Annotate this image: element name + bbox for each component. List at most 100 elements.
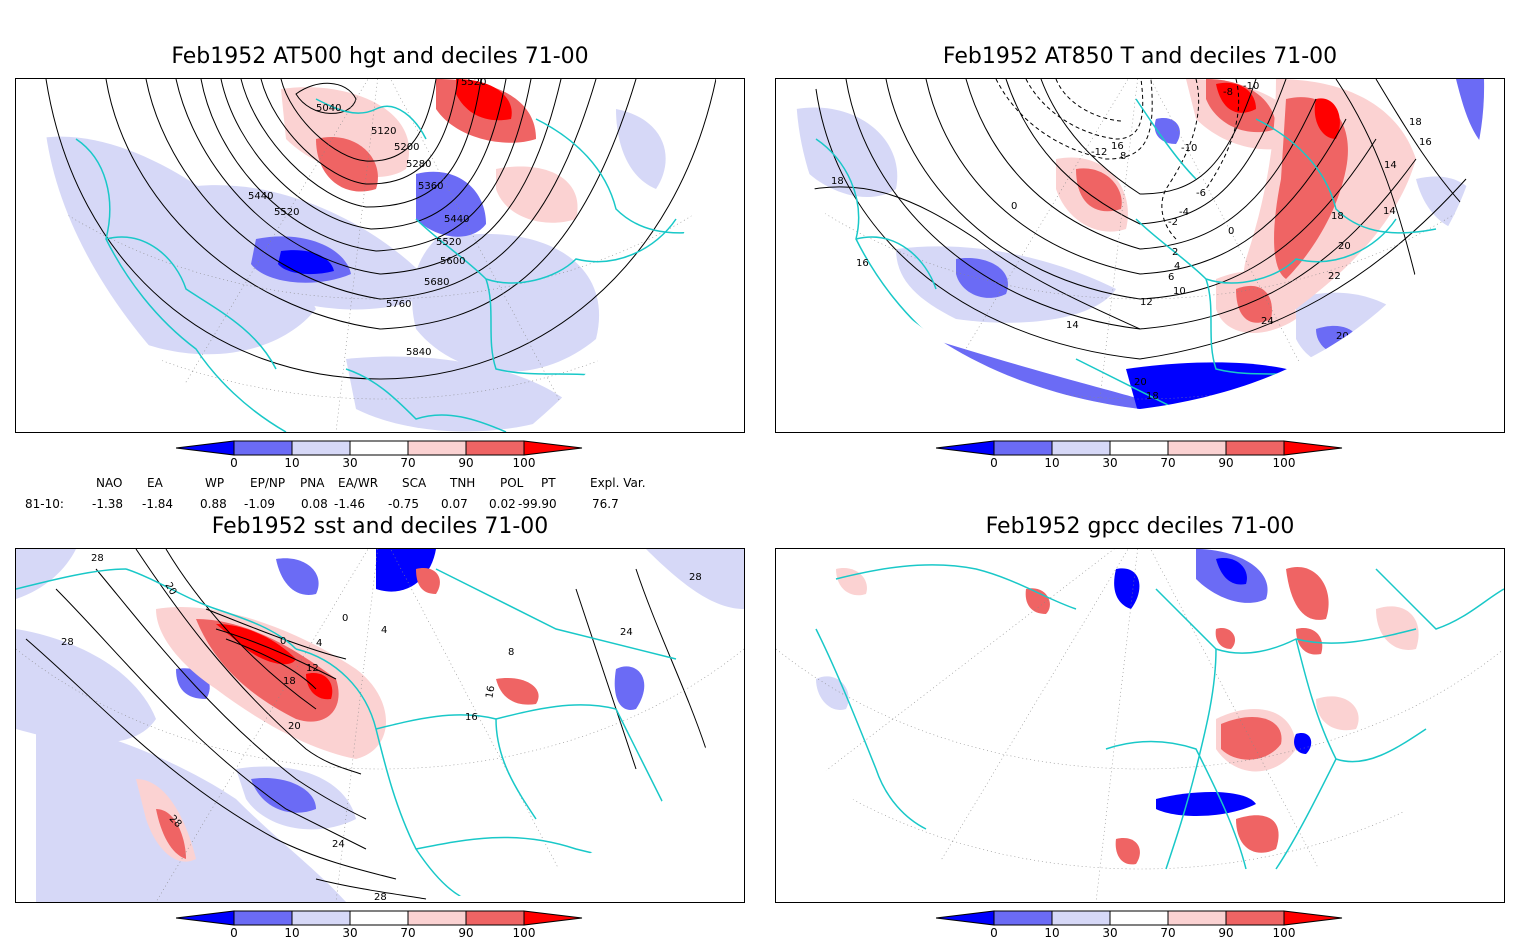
colorbar-swatch — [349, 910, 409, 926]
colorbar-tick-label: 30 — [1102, 926, 1117, 940]
colorbar: 0 10 30 70 90 100 — [935, 910, 1346, 940]
colorbar-swatch — [291, 440, 351, 456]
map-panel-sst: 28 20 28 0 4 0 4 12 18 20 16 16 24 28 24… — [15, 548, 745, 903]
contour-label-t850: -2 — [1168, 217, 1178, 228]
colorbar-swatch — [1167, 440, 1227, 456]
contour-label-sst: 4 — [381, 625, 387, 636]
colorbar-swatch — [465, 910, 525, 926]
contour-label-hgt500: 5120 — [371, 126, 396, 137]
contour-labels-hgt500: 5840 5040 5520 5120 5200 5280 5360 5440 … — [248, 79, 486, 358]
contour-label-hgt500: 5520 — [274, 207, 299, 218]
index-name: WP — [205, 476, 225, 490]
panel-title-t850: Feb1952 AT850 T and deciles 71-00 — [942, 44, 1338, 69]
contour-label-t850: 12 — [1140, 297, 1153, 308]
index-name: POL — [500, 476, 524, 490]
contour-label-sst: 0 — [342, 613, 348, 624]
map-panel-hgt500: 5840 5040 5520 5120 5200 5280 5360 5440 … — [15, 78, 745, 433]
contour-label-hgt500: 5200 — [394, 142, 419, 153]
index-value: -1.38 — [92, 497, 124, 511]
colorbar-swatch — [349, 440, 409, 456]
colorbar-swatch — [1283, 440, 1343, 456]
colorbar-tick-label: 100 — [513, 456, 536, 470]
index-name: TNH — [450, 476, 476, 490]
map-panel-t850: -8 -10 18 16 14 -12 16 8 -10 18 16 0 -6 … — [775, 78, 1505, 433]
colorbar-tick-label: 70 — [400, 456, 415, 470]
contour-label-hgt500: 5440 — [444, 214, 469, 225]
index-name: EP/NP — [250, 476, 286, 490]
colorbar-swatch — [1167, 910, 1227, 926]
index-name: Expl. Var. — [590, 476, 646, 490]
colorbar-swatch — [175, 910, 235, 926]
contour-label-hgt500: 5040 — [316, 103, 341, 114]
contour-label-t850: 22 — [1388, 321, 1401, 332]
index-name: NAO — [96, 476, 123, 490]
contour-label-sst: 20 — [288, 721, 301, 732]
contour-label-t850: 8 — [1120, 151, 1126, 162]
index-name: PNA — [300, 476, 325, 490]
contour-label-hgt500: 5600 — [440, 256, 465, 267]
contour-labels-sst: 28 20 28 0 4 0 4 12 18 20 16 16 24 28 24… — [61, 553, 702, 902]
contour-label-t850: -12 — [1091, 147, 1107, 158]
colorbar: 0 10 30 70 90 100 — [175, 440, 586, 472]
contour-label-sst: 16 — [465, 712, 478, 723]
colorbar-tick-label: 70 — [1160, 926, 1175, 940]
colorbar-tick-label: 100 — [1273, 926, 1296, 940]
index-header: NAO EA WP EP/NP PNA EA/WR SCA TNH POL PT… — [0, 476, 760, 492]
contour-label-hgt500: 5280 — [406, 159, 431, 170]
panel-title-hgt500: Feb1952 AT500 hgt and deciles 71-00 — [171, 44, 589, 69]
panel-title-gpcc: Feb1952 gpcc deciles 71-00 — [985, 514, 1295, 539]
colorbar-swatch — [1225, 440, 1285, 456]
colorbar-swatch — [993, 910, 1053, 926]
contour-label-hgt500: 5680 — [424, 277, 449, 288]
index-value: -0.75 — [388, 497, 420, 511]
contour-label-t850: 20 — [1336, 331, 1349, 342]
contour-label-t850: 14 — [1383, 206, 1396, 217]
colorbar-tick-label: 70 — [400, 926, 415, 940]
contour-label-hgt500: 5520 — [461, 79, 486, 88]
colorbar-tick-label: 90 — [458, 926, 473, 940]
contour-label-sst: 28 — [689, 572, 702, 583]
colorbar-swatch — [1051, 440, 1111, 456]
colorbar-swatch — [407, 910, 467, 926]
colorbar: 0 10 30 70 90 100 — [175, 910, 586, 940]
colorbar-tick-label: 30 — [342, 456, 357, 470]
index-value: 0.08 — [301, 497, 328, 511]
map-panel-gpcc — [775, 548, 1505, 903]
index-name: SCA — [402, 476, 427, 490]
index-value: -1.46 — [334, 497, 366, 511]
colorbar-swatch — [465, 440, 525, 456]
contour-label-sst: 16 — [484, 685, 497, 699]
contour-label-t850: 14 — [1384, 160, 1397, 171]
colorbar-tick-label: 0 — [230, 456, 238, 470]
contour-label-t850: 18 — [831, 176, 844, 187]
index-row-label: 81-10: — [25, 497, 64, 511]
colorbar: 0 10 30 70 90 100 — [935, 440, 1346, 472]
contour-label-sst: 4 — [316, 638, 322, 649]
index-values: 81-10: -1.38 -1.84 0.88 -1.09 0.08 -1.46… — [0, 497, 760, 513]
contour-label-hgt500: 5520 — [436, 237, 461, 248]
colorbar-swatch — [993, 440, 1053, 456]
colorbar-tick-label: 90 — [1218, 456, 1233, 470]
contour-label-hgt500: 5840 — [406, 347, 431, 358]
contour-label-t850: 4 — [1174, 261, 1180, 272]
colorbar-swatch — [935, 910, 995, 926]
colorbar-swatch — [1109, 440, 1169, 456]
colorbar-tick-label: 10 — [1044, 456, 1059, 470]
contour-label-t850: 14 — [1066, 320, 1079, 331]
contour-label-sst: 24 — [332, 839, 345, 850]
contour-label-t850: 20 — [1338, 241, 1351, 252]
contour-label-sst: 24 — [620, 627, 633, 638]
contour-label-sst: 8 — [508, 647, 514, 658]
contour-label-t850: 16 — [856, 258, 869, 269]
index-value: 0.07 — [441, 497, 468, 511]
contour-label-hgt500: 5760 — [386, 299, 411, 310]
colorbar-swatch — [935, 440, 995, 456]
colorbar-tick-label: 90 — [458, 456, 473, 470]
contour-label-t850: 2 — [1172, 247, 1178, 258]
contour-label-sst: 28 — [61, 637, 74, 648]
contour-label-t850: -4 — [1179, 207, 1189, 218]
index-value: 0.88 — [200, 497, 227, 511]
contour-label-sst: 28 — [91, 553, 104, 564]
contour-label-t850: 10 — [1173, 286, 1186, 297]
contour-label-t850: 24 — [1261, 316, 1274, 327]
